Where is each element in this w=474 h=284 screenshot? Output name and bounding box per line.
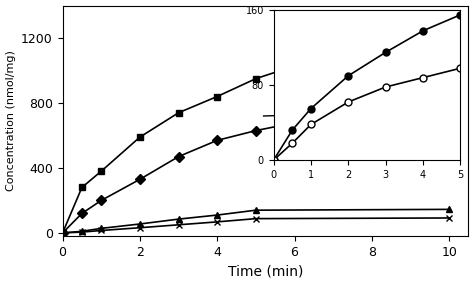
X-axis label: Time (min): Time (min) [228,264,303,278]
Y-axis label: Concentration (nmol/mg): Concentration (nmol/mg) [6,51,16,191]
